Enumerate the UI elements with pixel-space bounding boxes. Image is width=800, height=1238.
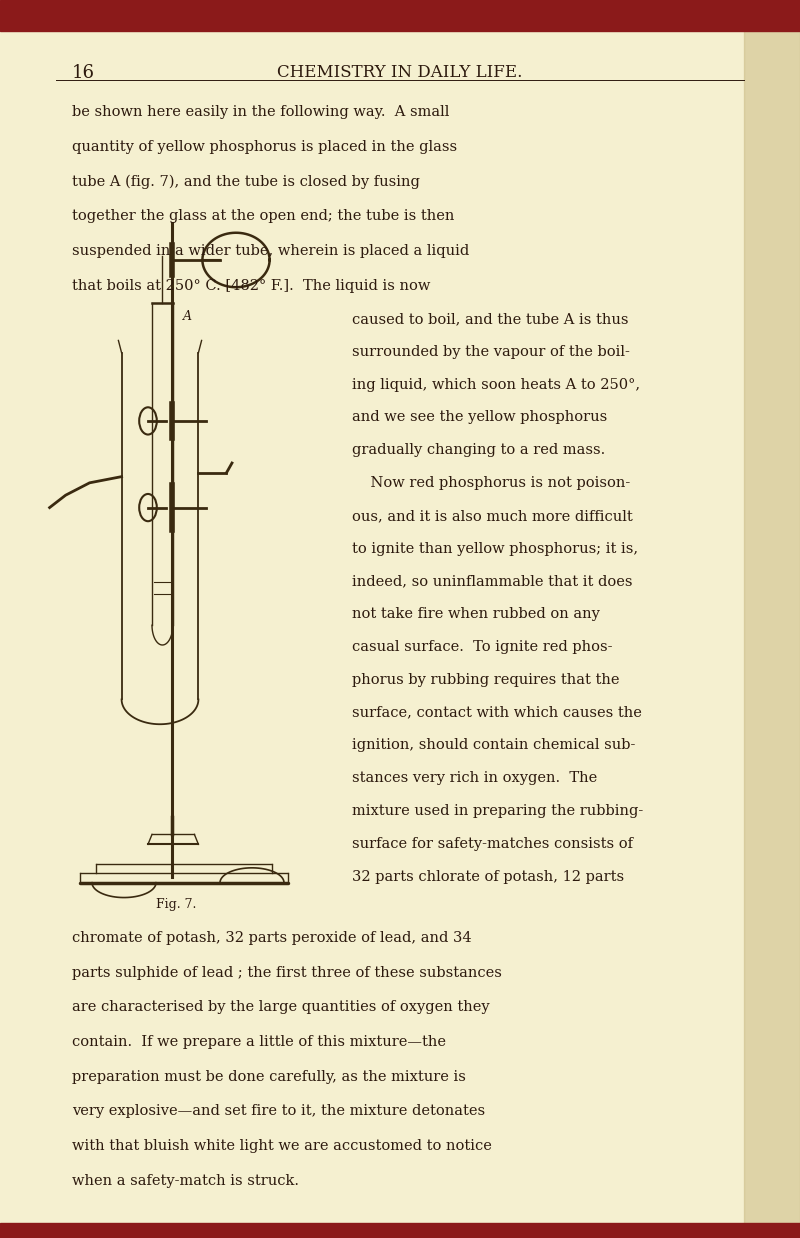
Text: Now red phosphorus is not poison-: Now red phosphorus is not poison- xyxy=(352,477,630,490)
Text: when a safety-match is struck.: when a safety-match is struck. xyxy=(72,1174,299,1187)
Text: tube A (fig. 7), and the tube is closed by fusing: tube A (fig. 7), and the tube is closed … xyxy=(72,175,420,189)
Text: mixture used in preparing the rubbing-: mixture used in preparing the rubbing- xyxy=(352,805,643,818)
Text: be shown here easily in the following way.  A small: be shown here easily in the following wa… xyxy=(72,105,450,119)
Bar xyxy=(0,1223,800,1238)
Text: 32 parts chlorate of potash, 12 parts: 32 parts chlorate of potash, 12 parts xyxy=(352,870,624,884)
Text: phorus by rubbing requires that the: phorus by rubbing requires that the xyxy=(352,673,619,687)
Text: ignition, should contain chemical sub-: ignition, should contain chemical sub- xyxy=(352,738,635,753)
Text: quantity of yellow phosphorus is placed in the glass: quantity of yellow phosphorus is placed … xyxy=(72,140,457,154)
Text: to ignite than yellow phosphorus; it is,: to ignite than yellow phosphorus; it is, xyxy=(352,542,638,556)
Text: very explosive—and set fire to it, the mixture detonates: very explosive—and set fire to it, the m… xyxy=(72,1104,485,1118)
Text: chromate of potash, 32 parts peroxide of lead, and 34: chromate of potash, 32 parts peroxide of… xyxy=(72,931,472,945)
Text: together the glass at the open end; the tube is then: together the glass at the open end; the … xyxy=(72,209,454,223)
Text: surrounded by the vapour of the boil-: surrounded by the vapour of the boil- xyxy=(352,345,630,359)
Text: that boils at 250° C. [482° F.].  The liquid is now: that boils at 250° C. [482° F.]. The liq… xyxy=(72,279,430,292)
Text: are characterised by the large quantities of oxygen they: are characterised by the large quantitie… xyxy=(72,1000,490,1014)
Text: ous, and it is also much more difficult: ous, and it is also much more difficult xyxy=(352,509,633,522)
Text: gradually changing to a red mass.: gradually changing to a red mass. xyxy=(352,443,606,457)
Text: preparation must be done carefully, as the mixture is: preparation must be done carefully, as t… xyxy=(72,1070,466,1083)
Text: A: A xyxy=(183,310,192,323)
Text: parts sulphide of lead ; the first three of these substances: parts sulphide of lead ; the first three… xyxy=(72,966,502,979)
Text: not take fire when rubbed on any: not take fire when rubbed on any xyxy=(352,608,600,621)
Bar xyxy=(744,0,800,1238)
Text: 16: 16 xyxy=(72,64,95,83)
Text: casual surface.  To ignite red phos-: casual surface. To ignite red phos- xyxy=(352,640,613,654)
Text: ing liquid, which soon heats A to 250°,: ing liquid, which soon heats A to 250°, xyxy=(352,378,640,391)
Text: contain.  If we prepare a little of this mixture—the: contain. If we prepare a little of this … xyxy=(72,1035,446,1049)
Text: stances very rich in oxygen.  The: stances very rich in oxygen. The xyxy=(352,771,598,785)
Text: CHEMISTRY IN DAILY LIFE.: CHEMISTRY IN DAILY LIFE. xyxy=(278,64,522,82)
Text: surface, contact with which causes the: surface, contact with which causes the xyxy=(352,706,642,719)
Text: caused to boil, and the tube A is thus: caused to boil, and the tube A is thus xyxy=(352,312,629,326)
Text: indeed, so uninflammable that it does: indeed, so uninflammable that it does xyxy=(352,574,633,588)
Text: surface for safety-matches consists of: surface for safety-matches consists of xyxy=(352,837,633,851)
Text: with that bluish white light we are accustomed to notice: with that bluish white light we are accu… xyxy=(72,1139,492,1153)
Text: and we see the yellow phosphorus: and we see the yellow phosphorus xyxy=(352,411,607,425)
Bar xyxy=(0,0,800,31)
Text: Fig. 7.: Fig. 7. xyxy=(156,898,196,911)
Text: suspended in a wider tube, wherein is placed a liquid: suspended in a wider tube, wherein is pl… xyxy=(72,244,470,258)
